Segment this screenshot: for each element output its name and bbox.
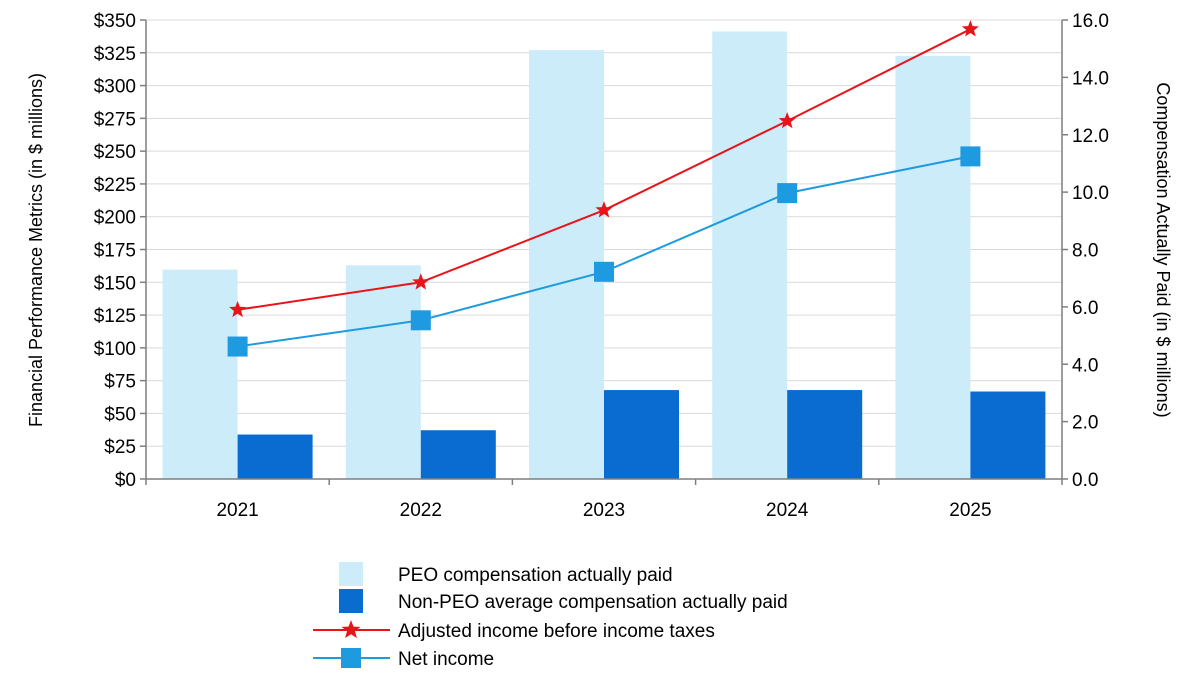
right-tick-label-2: 4.0 bbox=[1072, 355, 1098, 376]
left-tick-label-6: $150 bbox=[94, 273, 136, 294]
legend-item-1-label: Non-PEO average compensation actually pa… bbox=[398, 592, 788, 613]
left-tick-label-0: $0 bbox=[115, 470, 136, 491]
left-tick-label-10: $250 bbox=[94, 142, 136, 163]
bar-non-peo-2022 bbox=[420, 430, 496, 479]
point-adjusted-income-2024 bbox=[778, 111, 796, 129]
right-tick-label-0: 0.0 bbox=[1072, 470, 1098, 491]
left-tick-label-13: $325 bbox=[94, 44, 136, 65]
legend-item-0-label: PEO compensation actually paid bbox=[398, 565, 673, 586]
legend-item-2-marker bbox=[341, 620, 361, 639]
left-tick-label-1: $25 bbox=[104, 437, 136, 458]
bar-non-peo-2024 bbox=[787, 390, 863, 479]
legend-item-2-label: Adjusted income before income taxes bbox=[398, 621, 715, 642]
bar-peo-2025 bbox=[895, 55, 971, 479]
left-tick-label-14: $350 bbox=[94, 11, 136, 32]
bar-peo-2023 bbox=[529, 50, 604, 479]
left-tick-label-9: $225 bbox=[94, 175, 136, 196]
series-lines bbox=[227, 20, 981, 357]
point-adjusted-income-2021 bbox=[229, 300, 247, 318]
left-tick-label-11: $275 bbox=[94, 109, 136, 130]
right-axis-title: Compensation Actually Paid (in $ million… bbox=[1153, 82, 1173, 417]
bar-peo-2024 bbox=[712, 31, 788, 479]
point-net-income-2025 bbox=[960, 146, 981, 167]
bar-non-peo-2025 bbox=[970, 391, 1046, 479]
right-tick-label-8: 16.0 bbox=[1072, 11, 1109, 32]
right-tick-label-4: 8.0 bbox=[1072, 241, 1098, 262]
left-axis-title: Financial Performance Metrics (in $ mill… bbox=[26, 73, 46, 427]
left-tick-label-8: $200 bbox=[94, 208, 136, 229]
right-tick-label-3: 6.0 bbox=[1072, 298, 1098, 319]
bar-non-peo-2023 bbox=[604, 390, 679, 479]
bar-peo-2022 bbox=[345, 265, 421, 479]
right-tick-label-6: 12.0 bbox=[1072, 126, 1109, 147]
left-tick-label-7: $175 bbox=[94, 241, 136, 262]
right-tick-label-7: 14.0 bbox=[1072, 68, 1109, 89]
legend-item-3-label: Net income bbox=[398, 649, 494, 670]
bar-peo-2021 bbox=[162, 269, 238, 479]
point-adjusted-income-2025 bbox=[961, 20, 979, 37]
left-tick-label-12: $300 bbox=[94, 77, 136, 98]
x-tick-label-2025: 2025 bbox=[949, 500, 991, 521]
legend-item-1-swatch bbox=[339, 589, 363, 613]
x-tick-label-2024: 2024 bbox=[766, 500, 809, 521]
left-tick-label-2: $50 bbox=[104, 404, 136, 425]
left-tick-label-3: $75 bbox=[104, 372, 136, 393]
point-adjusted-income-2023 bbox=[595, 201, 613, 218]
point-net-income-2023 bbox=[594, 261, 614, 282]
right-tick-label-1: 2.0 bbox=[1072, 413, 1098, 434]
legend-item-3-marker bbox=[341, 648, 361, 668]
x-tick-label-2021: 2021 bbox=[216, 500, 258, 521]
point-net-income-2024 bbox=[777, 183, 798, 204]
point-net-income-2021 bbox=[227, 336, 248, 357]
legend-item-0-swatch bbox=[339, 562, 363, 586]
axes bbox=[140, 19, 1068, 485]
tick-labels: $0 $25 $50 $75 $100 $125 $150 $175 $200 $225 $250 $… bbox=[94, 11, 1109, 521]
bars bbox=[162, 31, 1046, 479]
left-tick-label-4: $100 bbox=[94, 339, 136, 360]
x-tick-label-2022: 2022 bbox=[400, 500, 442, 521]
bar-non-peo-2021 bbox=[237, 434, 313, 479]
x-tick-label-2023: 2023 bbox=[583, 500, 625, 521]
legend: PEO compensation actually paid Non-PEO av… bbox=[313, 562, 788, 670]
right-tick-label-5: 10.0 bbox=[1072, 183, 1109, 204]
left-tick-label-5: $125 bbox=[94, 306, 136, 327]
point-adjusted-income-2022 bbox=[412, 273, 430, 290]
point-net-income-2022 bbox=[410, 310, 431, 331]
